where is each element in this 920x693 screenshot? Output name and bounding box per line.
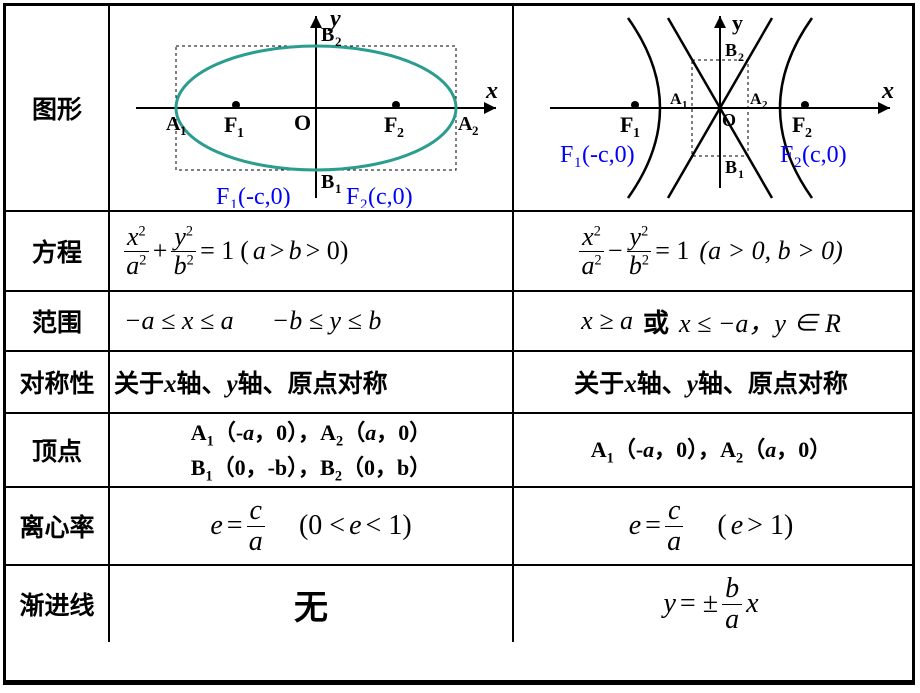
- row-vertex: 顶点 A1（-a，0），A2（a，0） B1（0，-b），B2（0，b） A1（…: [6, 412, 912, 486]
- svg-text:F: F: [792, 112, 805, 137]
- label-equation: 方程: [6, 212, 110, 290]
- hyperbola-eccentricity: e = ca (e > 1): [514, 488, 908, 564]
- svg-text:x: x: [485, 78, 498, 104]
- svg-text:F: F: [384, 112, 397, 137]
- hyperbola-svg: A1 A2 B2 B1 F1 F2 O x y F1(-c,0) F2(c,0): [520, 8, 902, 208]
- ellipse-range: −a ≤ x ≤ a−b ≤ y ≤ b: [110, 292, 514, 350]
- label-range: 范围: [6, 292, 110, 350]
- ellipse-asymptote: 无: [110, 566, 514, 642]
- row-symmetry: 对称性 关于x轴、y轴、原点对称 关于x轴、y轴、原点对称: [6, 350, 912, 412]
- svg-text:B: B: [725, 157, 737, 177]
- row-eccentricity: 离心率 e = ca (0 < e < 1) e = ca (e > 1): [6, 486, 912, 564]
- svg-text:1: 1: [738, 167, 744, 181]
- svg-text:F: F: [620, 112, 633, 137]
- svg-text:B: B: [321, 171, 334, 193]
- row-range: 范围 −a ≤ x ≤ a−b ≤ y ≤ b x ≥ a 或 x ≤ −a，y…: [6, 290, 912, 350]
- comparison-table: 图形 A1 A2 B2 B1 F1 F2: [3, 3, 915, 685]
- svg-text:2: 2: [397, 126, 404, 141]
- svg-text:A: A: [670, 91, 682, 108]
- svg-text:1: 1: [180, 123, 187, 138]
- svg-text:(c,0): (c,0): [802, 142, 847, 168]
- label-shape: 图形: [6, 6, 110, 210]
- svg-text:F: F: [780, 142, 793, 168]
- ellipse-svg: A1 A2 B2 B1 F1 F2 O x y F1(-c,0) F2(c,0): [116, 8, 506, 208]
- label-symmetry: 对称性: [6, 352, 110, 412]
- label-vertex: 顶点: [6, 414, 110, 486]
- svg-text:y: y: [732, 10, 743, 35]
- svg-text:F: F: [216, 184, 229, 208]
- hyperbola-symmetry: 关于x轴、y轴、原点对称: [514, 352, 908, 412]
- ellipse-equation: x2a2 + y2b2 = 1 (a > b > 0): [110, 212, 514, 290]
- hyperbola-vertex: A1（-a，0），A2（a，0）: [514, 414, 908, 486]
- svg-text:1: 1: [237, 126, 244, 141]
- svg-text:(c,0): (c,0): [368, 184, 413, 208]
- svg-text:2: 2: [805, 126, 812, 141]
- svg-text:2: 2: [472, 123, 479, 138]
- svg-text:O: O: [722, 110, 736, 130]
- row-equation: 方程 x2a2 + y2b2 = 1 (a > b > 0) x2a2 − y2…: [6, 210, 912, 290]
- svg-text:F: F: [224, 112, 237, 137]
- svg-text:2: 2: [794, 155, 802, 171]
- ellipse-eccentricity: e = ca (0 < e < 1): [110, 488, 514, 564]
- svg-text:1: 1: [574, 155, 582, 171]
- hyperbola-equation: x2a2 − y2b2 = 1 (a > 0, b > 0): [514, 212, 908, 290]
- svg-text:A: A: [458, 113, 473, 135]
- svg-text:x: x: [881, 78, 894, 104]
- hyperbola-range: x ≥ a 或 x ≤ −a，y ∈ R: [514, 292, 908, 350]
- svg-text:(-c,0): (-c,0): [582, 142, 635, 168]
- svg-text:O: O: [294, 110, 311, 135]
- svg-text:y: y: [327, 8, 341, 32]
- label-asymptote: 渐进线: [6, 566, 110, 642]
- row-asymptote: 渐进线 无 y = ± ba x: [6, 564, 912, 642]
- svg-text:1: 1: [230, 197, 238, 208]
- hyperbola-figure: A1 A2 B2 B1 F1 F2 O x y F1(-c,0) F2(c,0): [514, 6, 908, 210]
- svg-text:(-c,0): (-c,0): [238, 184, 291, 208]
- ellipse-symmetry: 关于x轴、y轴、原点对称: [110, 352, 514, 412]
- hyperbola-asymptote: y = ± ba x: [514, 566, 908, 642]
- svg-text:2: 2: [762, 99, 768, 111]
- svg-text:2: 2: [360, 197, 368, 208]
- svg-text:A: A: [750, 91, 762, 108]
- svg-text:1: 1: [335, 181, 342, 196]
- row-shape: 图形 A1 A2 B2 B1 F1 F2: [6, 6, 912, 210]
- svg-text:2: 2: [335, 34, 342, 49]
- svg-text:1: 1: [633, 126, 640, 141]
- svg-text:F: F: [346, 184, 359, 208]
- svg-text:B: B: [725, 40, 737, 60]
- ellipse-vertex: A1（-a，0），A2（a，0） B1（0，-b），B2（0，b）: [110, 414, 514, 486]
- label-eccentricity: 离心率: [6, 488, 110, 564]
- svg-text:A: A: [166, 113, 181, 135]
- svg-text:F: F: [560, 142, 573, 168]
- svg-text:2: 2: [738, 50, 744, 64]
- ellipse-figure: A1 A2 B2 B1 F1 F2 O x y F1(-c,0) F2(c,0): [110, 6, 514, 210]
- svg-text:1: 1: [682, 99, 688, 111]
